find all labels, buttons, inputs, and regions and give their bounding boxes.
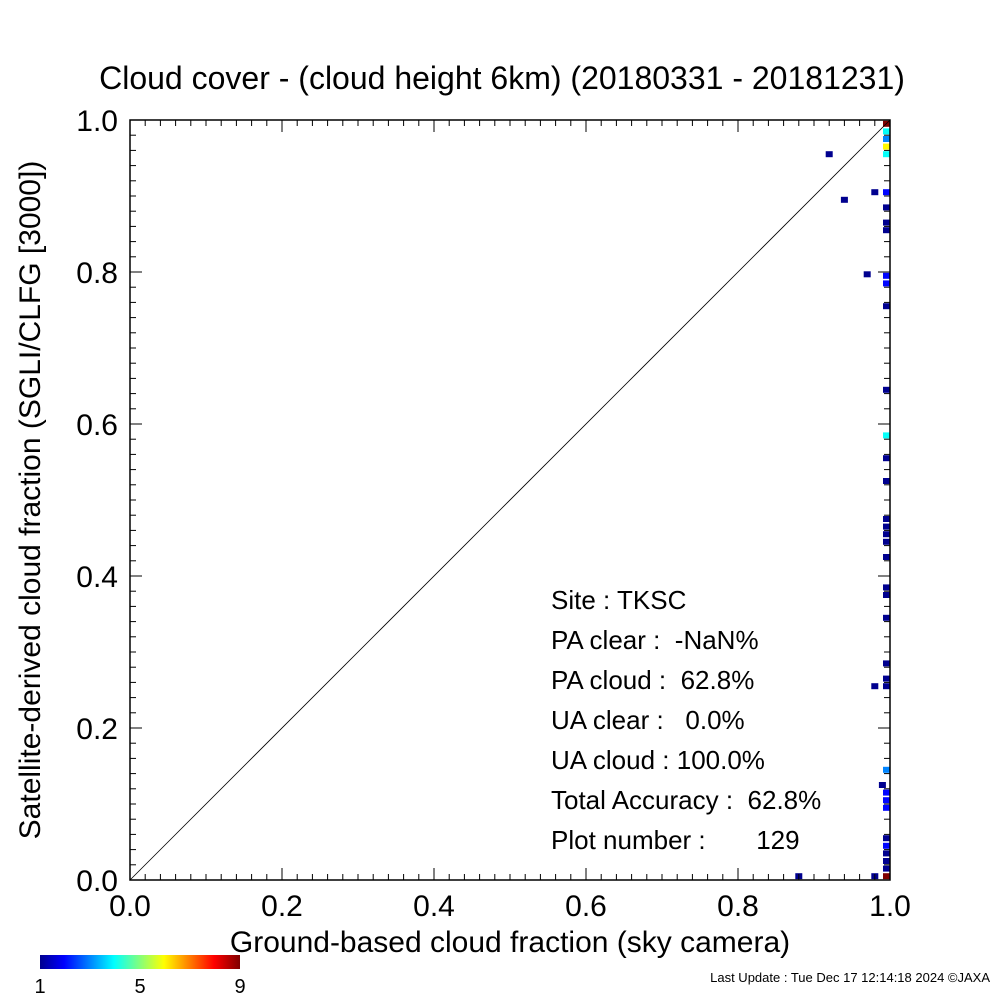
data-point [883,842,890,849]
y-axis-tick-labels: 0.0 0.2 0.4 0.6 0.8 1.0 [76,105,118,898]
stat-line: Total Accuracy : 62.8% [551,785,821,815]
data-point [883,204,890,211]
stat-line: Site : TKSC [551,585,686,615]
data-point [871,683,879,690]
data-point [883,804,890,811]
x-axis-tick-labels: 0.0 0.2 0.4 0.6 0.8 1.0 [109,890,911,923]
chart-title: Cloud cover - (cloud height 6km) (201803… [99,60,905,96]
colorbar-gradient [40,955,240,969]
data-point [883,478,890,484]
y-tick-label: 0.2 [76,713,118,746]
statistics-block: Site : TKSC PA clear : -NaN% PA cloud : 62… [551,585,821,855]
stat-line: Plot number : 129 [551,825,800,855]
data-point [883,858,890,864]
data-point [883,865,890,872]
data-point [883,873,890,880]
data-point [883,850,890,857]
y-tick-label: 0.6 [76,409,118,442]
y-tick-label: 1.0 [76,105,118,138]
data-point [883,151,890,158]
x-tick-label: 0.6 [565,890,607,923]
one-to-one-reference-line [129,119,891,881]
data-point [883,683,890,690]
data-point [883,660,890,667]
data-point [883,219,890,226]
colorbar-tick-label: 1 [34,976,45,998]
data-point [883,766,890,773]
data-point [825,151,833,158]
x-tick-label: 0.0 [109,890,151,923]
stat-line: PA clear : -NaN% [551,625,759,655]
data-point [883,432,890,439]
stat-line: UA cloud : 100.0% [551,745,765,775]
data-point [883,523,890,530]
data-point [883,797,890,804]
data-point [883,538,890,545]
y-tick-label: 0.4 [76,561,118,594]
data-point [883,516,890,522]
y-axis-label: Satellite-derived cloud fraction (SGLI/C… [14,161,47,840]
x-axis-label: Ground-based cloud fraction (sky camera) [230,926,790,959]
data-point [883,592,890,598]
colorbar-tick-labels: 1 5 9 [34,976,245,998]
data-point [883,675,890,682]
x-tick-label: 1.0 [869,890,911,923]
plot-area [129,119,891,881]
data-point [883,835,890,842]
data-point [840,196,848,203]
x-tick-label: 0.8 [717,890,759,923]
data-point [883,584,890,591]
data-point [883,789,890,796]
data-point [883,128,890,135]
stat-line: UA clear : 0.0% [551,705,745,735]
data-point [883,189,890,196]
data-point [883,386,890,393]
data-point [883,136,890,142]
data-point [883,303,890,310]
axis-ticks [129,119,891,881]
data-point [883,227,890,234]
data-point [878,782,886,788]
y-tick-label: 0.0 [76,865,118,898]
data-point [883,272,890,279]
colorbar-tick-label: 5 [134,976,145,998]
x-tick-label: 0.4 [413,890,455,923]
x-tick-label: 0.2 [261,890,303,923]
last-update-footer: Last Update : Tue Dec 17 12:14:18 2024 ©… [710,970,990,985]
colorbar-tick-label: 9 [234,976,245,998]
data-point [883,280,890,287]
data-point [883,531,890,538]
data-point [883,554,890,560]
data-point [871,189,879,196]
stat-line: PA cloud : 62.8% [551,665,754,695]
data-point [883,143,890,150]
data-point [883,455,890,462]
data-point [883,614,890,621]
y-tick-label: 0.8 [76,257,118,290]
data-point [863,271,871,278]
colorbar-legend: 1 5 9 [34,955,246,998]
